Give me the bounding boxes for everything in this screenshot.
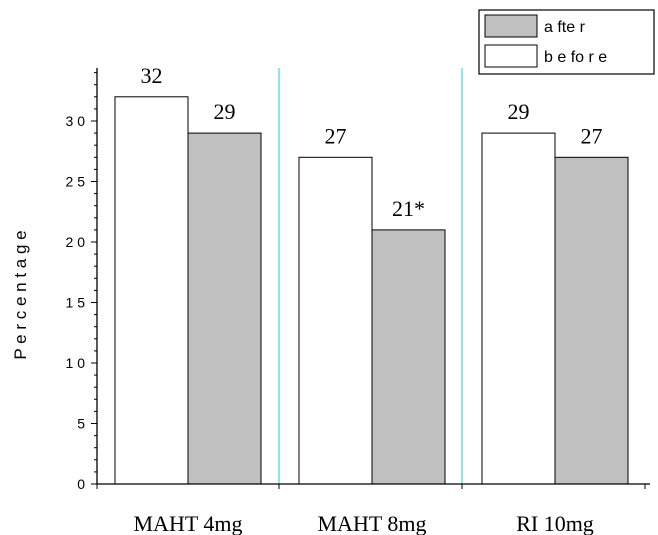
bar-value-label: 29	[508, 99, 530, 124]
bar-value-label: 21*	[392, 196, 425, 221]
bar-value-label: 27	[581, 123, 603, 148]
y-tick-label: 1 5	[66, 295, 86, 311]
bars	[114, 96, 629, 485]
group-separators	[278, 68, 463, 484]
y-axis: 0 5 1 0 1 5 2 0 2 5 3 0	[66, 68, 98, 492]
legend: a fte r b e fo r e	[478, 9, 655, 75]
bar-before-3	[481, 132, 556, 485]
legend-label-after: a fte r	[544, 19, 586, 36]
y-tick-label: 2 0	[66, 234, 86, 250]
x-tick-label: MAHT 4mg	[134, 511, 243, 535]
bar-after-1	[187, 132, 262, 485]
y-tick-label: 3 0	[66, 113, 86, 129]
bar-before-1	[114, 96, 189, 485]
bar-value-label: 29	[214, 99, 236, 124]
bar-value-label: 27	[325, 123, 347, 148]
x-axis: MAHT 4mg MAHT 8mg RI 10mg	[96, 483, 650, 535]
bar-value-label: 32	[141, 63, 163, 88]
y-tick-label: 1 0	[66, 355, 86, 371]
legend-swatch-after	[484, 14, 538, 38]
y-tick-label: 2 5	[66, 174, 86, 190]
legend-label-before: b e fo r e	[544, 49, 607, 66]
y-tick-label: 0	[77, 476, 85, 492]
x-tick-label: RI 10mg	[516, 511, 594, 535]
x-tick-label: MAHT 8mg	[318, 511, 427, 535]
bar-before-2	[298, 156, 373, 485]
y-tick-label: 5	[77, 416, 85, 432]
bar-after-2	[371, 229, 446, 485]
value-labels: 32 29 27 21* 29 27	[141, 63, 603, 221]
legend-swatch-before	[484, 44, 538, 68]
bar-after-3	[554, 156, 629, 485]
y-axis-label: P e r c e n t a g e	[11, 230, 30, 359]
